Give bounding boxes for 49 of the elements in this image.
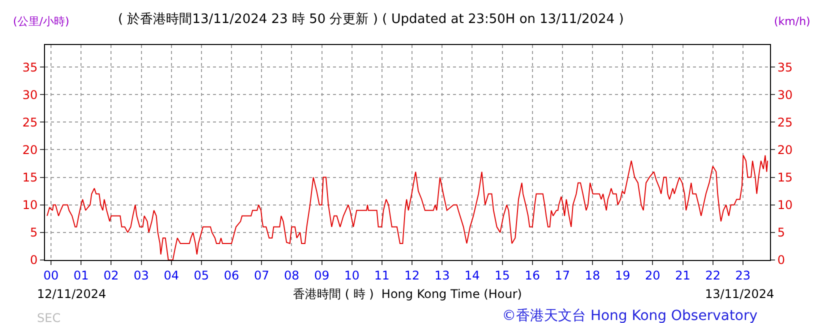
x-tick-label: 05 <box>194 268 210 282</box>
x-tick-label: 18 <box>584 268 600 282</box>
y-tick-label: 30 <box>22 88 38 102</box>
text: 12/11/2024 <box>37 287 106 301</box>
x-tick-label: 04 <box>164 268 179 282</box>
x-axis-title: 香港時間 ( 時 ) Hong Kong Time (Hour) <box>293 287 522 301</box>
chart-title: ( 於香港時間13/11/2024 23 時 50 分更新 ) ( Updated at 23:50H on 13/11/2024 ) <box>118 12 624 27</box>
x-tick-label: 12 <box>404 268 420 282</box>
x-tick-label: 20 <box>645 268 660 282</box>
x-tick-label: 21 <box>675 268 690 282</box>
y-tick-label: 20 <box>22 142 38 157</box>
y2-tick-label: 20 <box>777 142 793 157</box>
text: 13/11/2024 <box>705 287 774 301</box>
x-tick-label: 07 <box>254 268 270 282</box>
x-tick-label: 06 <box>224 268 240 282</box>
x-tick-label: 03 <box>134 268 149 282</box>
y-axis-title: (公里/小時) <box>13 15 70 28</box>
x-tick-label: 08 <box>284 268 300 282</box>
x-tick-label: 10 <box>344 268 360 282</box>
text: ©香港天文台 Hong Kong Observatory <box>502 308 758 323</box>
x-tick-label: 16 <box>524 268 540 282</box>
y-tick-label: 35 <box>22 60 38 74</box>
y2-tick-label: 35 <box>777 60 793 74</box>
y2-tick-label: 25 <box>777 115 793 130</box>
y-tick-label: 10 <box>22 198 38 212</box>
x-tick-label: 01 <box>73 268 89 282</box>
x-tick-label: 00 <box>43 268 59 282</box>
y-tick-label: 15 <box>22 170 38 185</box>
y2-tick-label: 0 <box>777 253 786 268</box>
line-series <box>46 154 768 260</box>
x-tick-label: 09 <box>314 268 330 282</box>
y2-tick-label: 5 <box>777 226 786 240</box>
x-tick-label: 17 <box>554 268 570 282</box>
y-tick-label: 25 <box>22 115 38 130</box>
y2-tick-label: 30 <box>777 88 793 102</box>
y2-tick-label: 15 <box>777 170 793 185</box>
y-tick-label: 0 <box>30 253 38 268</box>
x-tick-label: 23 <box>735 268 751 282</box>
text: SEC <box>37 311 61 323</box>
y2-axis-title: (km/h) <box>774 15 810 28</box>
y2-tick-label: 10 <box>777 198 793 212</box>
x-tick-label: 02 <box>104 268 119 282</box>
x-tick-label: 15 <box>494 268 510 282</box>
x-tick-label: 11 <box>374 268 390 282</box>
y-tick-label: 5 <box>30 226 38 240</box>
x-tick-label: 22 <box>705 268 720 282</box>
x-tick-label: 13 <box>434 268 450 282</box>
x-tick-label: 14 <box>464 268 480 282</box>
x-tick-label: 19 <box>614 268 630 282</box>
